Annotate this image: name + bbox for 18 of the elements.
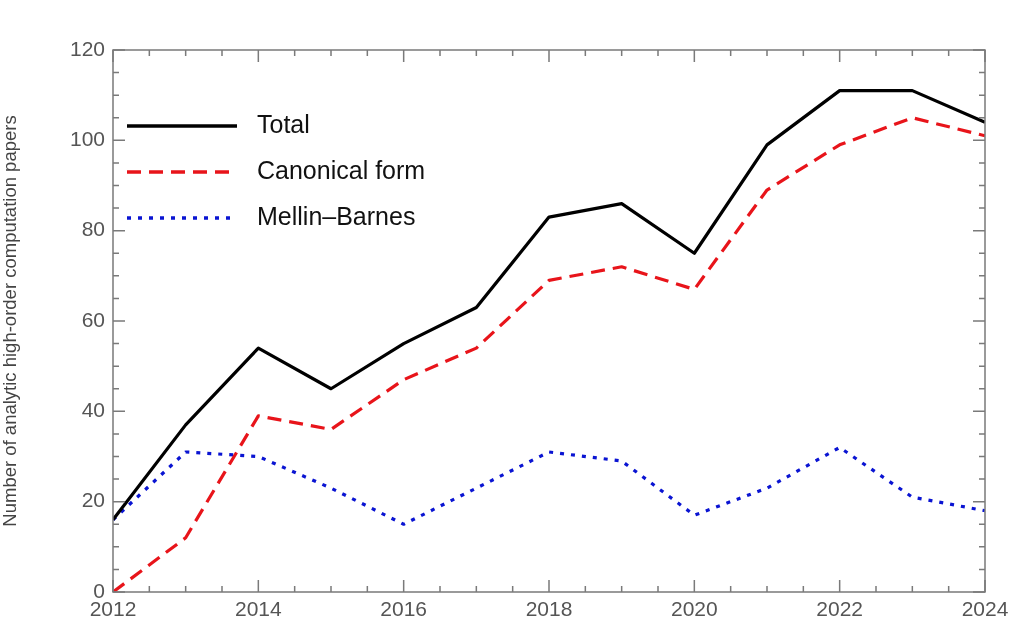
x-tick-label: 2024 xyxy=(961,597,1009,621)
x-tick-label: 2018 xyxy=(525,597,573,621)
y-tick-label: 100 xyxy=(69,127,105,151)
y-axis-title: Number of analytic high-order computation papers xyxy=(0,115,21,527)
x-tick-label: 2016 xyxy=(380,597,428,621)
line-series xyxy=(113,445,985,526)
y-tick-label: 60 xyxy=(81,307,105,331)
y-tick-label: 120 xyxy=(69,36,105,60)
legend-label: Canonical form xyxy=(257,155,426,184)
x-tick-label: 2022 xyxy=(816,597,864,621)
x-tick-label: 2014 xyxy=(234,597,283,621)
y-tick-label: 80 xyxy=(81,217,105,241)
line-series xyxy=(113,116,985,592)
legend-label: Total xyxy=(257,109,310,138)
y-tick-label: 40 xyxy=(81,398,105,422)
legend-label: Mellin–Barnes xyxy=(257,201,416,230)
x-tick-label: 2020 xyxy=(670,597,718,621)
y-tick-label: 20 xyxy=(81,488,105,512)
